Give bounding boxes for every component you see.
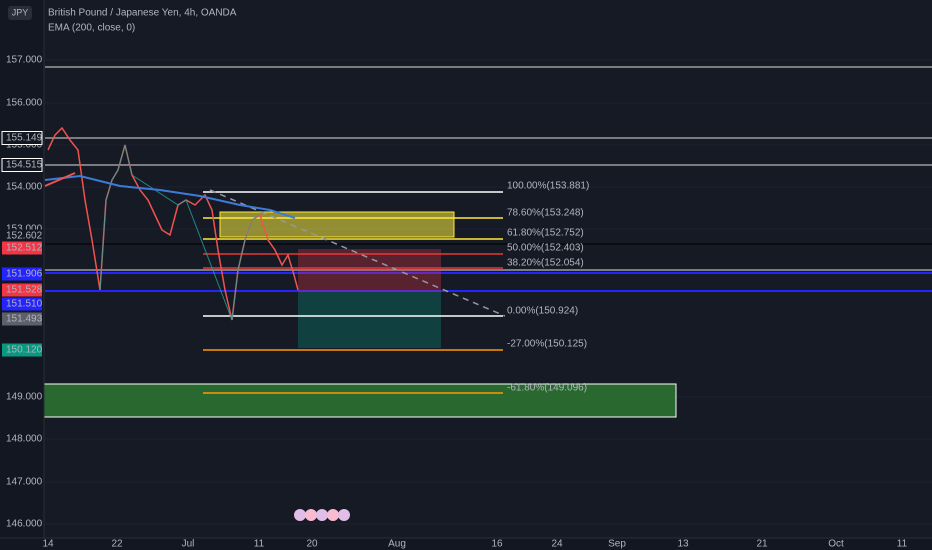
x-label: 20: [306, 539, 318, 550]
y-label: 157.000: [6, 55, 43, 66]
price-tag-box: [2, 283, 42, 297]
ema-short: [44, 172, 76, 187]
y-labels: 157.000 156.000 155.000 154.000 153.000 …: [6, 55, 43, 530]
y-label: 147.000: [6, 477, 43, 488]
fib-label: -27.00%(150.125): [507, 339, 587, 350]
price-path: [47, 126, 299, 321]
y-label: 155.000: [6, 140, 43, 151]
price-tag-box: [2, 297, 42, 311]
x-label: 16: [491, 539, 503, 550]
y-label: 148.000: [6, 434, 43, 445]
price-tag-label: 155.149: [6, 133, 43, 144]
price-tag-label: 150.120: [6, 345, 43, 356]
price-tag-label: 151.493: [6, 314, 43, 325]
x-label: 21: [756, 539, 768, 550]
x-label: Aug: [388, 539, 406, 550]
horizontal-lines: [45, 66, 932, 292]
x-label: 11: [897, 539, 908, 550]
price-tag-label: 152.602: [6, 231, 43, 242]
price-tag-label: 151.510: [6, 299, 43, 310]
x-label: 13: [677, 539, 689, 550]
target-zone: [298, 292, 441, 348]
supply-zone: [219, 211, 455, 238]
demand-zone: [43, 383, 677, 418]
y-label: 154.000: [6, 182, 43, 193]
time-axis: [0, 538, 932, 550]
y-label: 156.000: [6, 98, 43, 109]
fib-label: 78.60%(153.248): [507, 208, 584, 219]
event-icons: [294, 509, 350, 521]
y-label: 153.000: [6, 224, 43, 235]
x-label: Oct: [828, 539, 844, 550]
fib-label: 100.00%(153.881): [507, 181, 589, 192]
x-label: 24: [551, 539, 563, 550]
price-path-up: [99, 144, 261, 321]
price-tag-box: [2, 343, 42, 357]
price-tag-label: 151.528: [6, 285, 43, 296]
price-tag-label: 152.512: [6, 243, 43, 254]
trend-line: [209, 189, 506, 317]
price-tag-box: [1, 158, 43, 172]
fib-labels: 100.00%(153.881) 78.60%(153.248) 61.80%(15…: [507, 181, 589, 394]
fib-label: 50.00%(152.403): [507, 243, 584, 254]
price-tag-label: 151.906: [6, 269, 43, 280]
chart-title: British Pound / Japanese Yen, 4h, OANDA: [48, 8, 237, 19]
indicator-label[interactable]: EMA (200, close, 0): [48, 23, 135, 34]
fib-label: 0.00%(150.924): [507, 306, 578, 317]
x-label: Sep: [608, 539, 626, 550]
price-tag-box: [2, 241, 42, 255]
fib-label: -61.80%(149.096): [507, 383, 587, 394]
stop-zone: [298, 249, 441, 292]
price-tag-box: [2, 229, 42, 243]
symbol-badge-text[interactable]: JPY: [12, 7, 29, 17]
ema-line: [44, 174, 296, 219]
x-label: 22: [111, 539, 123, 550]
fib-lines: [203, 191, 503, 394]
y-label: 146.000: [6, 519, 43, 530]
y-label: 149.000: [6, 392, 43, 403]
x-label: Jul: [182, 539, 195, 550]
fib-label: 61.80%(152.752): [507, 228, 584, 239]
fib-label: 38.20%(152.054): [507, 258, 584, 269]
price-tag-label: 154.515: [6, 160, 43, 171]
price-tag-box: [1, 131, 43, 145]
price-tag-box: [2, 312, 42, 326]
x-label: 11: [254, 539, 265, 550]
symbol-badge[interactable]: [8, 6, 32, 20]
price-tag-box: [2, 267, 42, 281]
x-labels: 14 22 Jul 11 20 Aug 16 24 Sep 13 21 Oct …: [42, 539, 907, 550]
x-label: 14: [42, 539, 54, 550]
